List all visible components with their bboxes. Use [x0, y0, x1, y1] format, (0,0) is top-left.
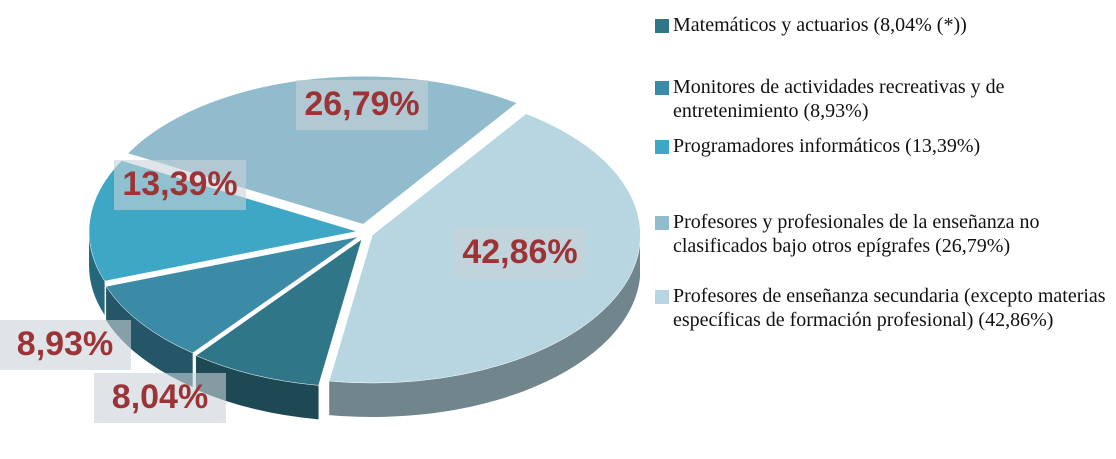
label-box [296, 80, 428, 130]
data-label: 42,86% [462, 233, 577, 271]
legend-label: Matemáticos y actuarios (8,04% (*)) [673, 14, 967, 36]
chart: 8,04% 8,93% 13,39% 26,79% 42,86% [0, 75, 640, 423]
pie-slice [105, 236, 359, 354]
legend-label: Profesores y profesionales de la enseñan… [673, 211, 1040, 257]
label-box [114, 160, 246, 210]
legend-swatch [655, 19, 669, 33]
legend-label: Programadores informáticos (13,39%) [673, 135, 981, 157]
legend-label: Profesores de enseñanza secundaria (exce… [673, 285, 1106, 331]
pie-wall [195, 355, 319, 420]
legend-label: Monitores de actividades recreativas y d… [673, 76, 1005, 122]
legend-item: Profesores y profesionales de la enseñan… [655, 210, 1116, 258]
pie-slice [195, 238, 363, 386]
legend-item: Programadores informáticos (13,39%) [655, 134, 1116, 158]
pie-wall [329, 242, 640, 418]
label-box [454, 228, 586, 278]
legend-swatch [655, 140, 669, 154]
legend-swatch [655, 81, 669, 95]
data-label: 8,04% [112, 378, 208, 416]
data-label: 26,79% [304, 85, 419, 123]
legend-item: Profesores de enseñanza secundaria (exce… [655, 284, 1116, 332]
legend-swatch [655, 290, 669, 304]
data-label: 8,93% [17, 325, 113, 363]
legend-item: Monitores de actividades recreativas y d… [655, 75, 1116, 123]
label-box [0, 320, 131, 370]
pie-wall [89, 231, 105, 316]
pie-wall [106, 286, 193, 387]
data-label: 13,39% [122, 165, 237, 203]
legend-item: Matemáticos y actuarios (8,04% (*)) [655, 13, 1116, 37]
label-box [94, 373, 226, 423]
legend-swatch [655, 216, 669, 230]
